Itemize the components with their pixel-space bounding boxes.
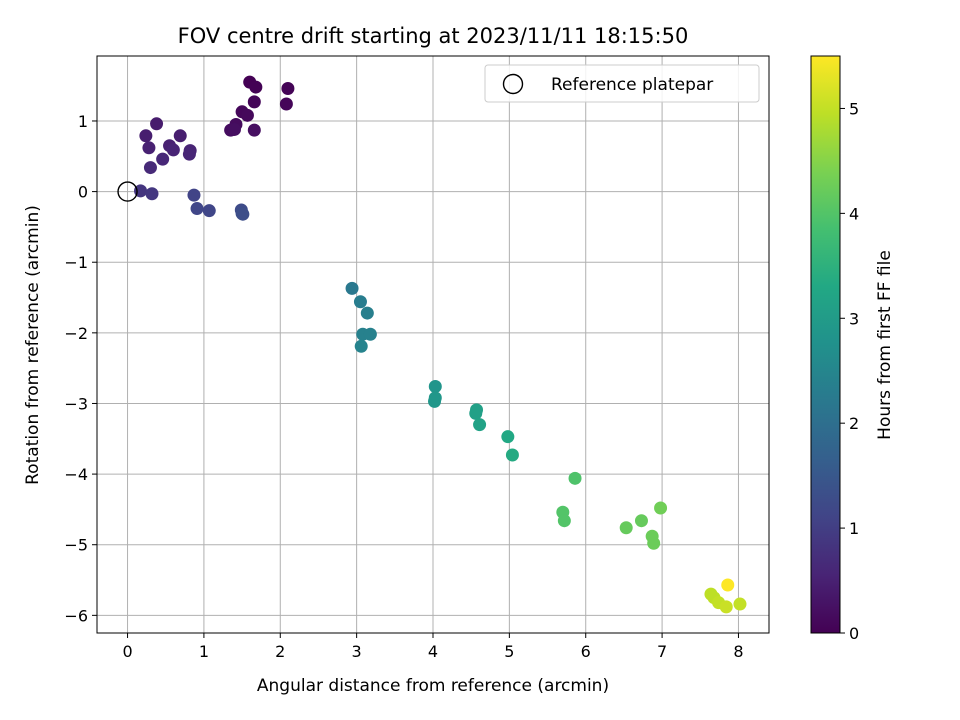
- scatter-point: [281, 81, 295, 95]
- colorbar-tick-label: 5: [849, 99, 859, 118]
- scatter-point: [363, 327, 377, 341]
- reference-marker: [117, 181, 138, 202]
- y-axis-ticks: 1 0 −1 −2 −3 −4 −5 −6: [64, 112, 97, 625]
- scatter-point: [142, 141, 156, 155]
- x-tick-label: 0: [122, 642, 132, 661]
- x-tick-label: 4: [428, 642, 438, 661]
- scatter-point: [247, 123, 261, 137]
- scatter-point: [647, 536, 661, 550]
- scatter-point: [353, 295, 367, 309]
- colorbar-label: Hours from first FF file: [875, 250, 895, 440]
- scatter-point: [721, 578, 735, 592]
- colorbar-tick-label: 1: [849, 519, 859, 538]
- scatter-point: [182, 147, 196, 161]
- scatter-point: [247, 95, 261, 109]
- reference-marker-group: [117, 181, 138, 202]
- scatter-point: [156, 152, 170, 166]
- scatter-point: [249, 80, 263, 94]
- colorbar-tick-label: 4: [849, 204, 859, 223]
- y-tick-label: −6: [64, 606, 88, 625]
- x-tick-label: 7: [657, 642, 667, 661]
- y-tick-label: 1: [78, 112, 88, 131]
- colorbar: 0 1 2 3 4 5 Hours from first FF file: [810, 55, 895, 643]
- scatter-point: [654, 501, 668, 515]
- scatter-point: [473, 418, 487, 432]
- colorbar-gradient: [811, 56, 840, 633]
- x-tick-label: 5: [504, 642, 514, 661]
- scatter-point: [557, 514, 571, 528]
- y-axis-label: Rotation from reference (arcmin): [23, 205, 43, 485]
- scatter-point: [227, 122, 241, 136]
- colorbar-ticks: 0 1 2 3 4 5: [840, 99, 859, 643]
- scatter-point: [236, 207, 250, 221]
- scatter-point: [619, 521, 633, 535]
- y-tick-label: −2: [64, 324, 88, 343]
- legend-label: Reference platepar: [551, 75, 713, 95]
- y-tick-label: −4: [64, 465, 88, 484]
- y-tick-label: −3: [64, 394, 88, 413]
- colorbar-frame: [810, 55, 841, 634]
- y-tick-label: 0: [78, 183, 88, 202]
- legend-box: [484, 64, 760, 103]
- x-tick-label: 2: [275, 642, 285, 661]
- scatter-point: [428, 380, 442, 394]
- x-tick-label: 1: [199, 642, 209, 661]
- scatter-point: [568, 471, 582, 485]
- scatter-point: [173, 129, 187, 143]
- scatter-point: [145, 187, 159, 201]
- x-axis-ticks: 0 1 2 3 4 5 6 7 8: [122, 633, 744, 661]
- scatter-point: [345, 281, 359, 295]
- x-tick-label: 3: [352, 642, 362, 661]
- scatter-point: [505, 448, 519, 462]
- scatter-point: [202, 204, 216, 218]
- scatter-point: [360, 306, 374, 320]
- x-tick-label: 6: [581, 642, 591, 661]
- scatter-point: [187, 188, 201, 202]
- y-tick-label: −1: [64, 253, 88, 272]
- scatter-point: [150, 117, 164, 131]
- scatter-point: [354, 339, 368, 353]
- y-tick-label: −5: [64, 536, 88, 555]
- colorbar-tick-label: 0: [849, 624, 859, 643]
- legend: Reference platepar: [484, 64, 760, 103]
- scatter-point: [166, 143, 180, 157]
- scatter-point: [501, 430, 515, 444]
- colorbar-tick-label: 2: [849, 414, 859, 433]
- scatter-point: [279, 97, 293, 111]
- scatter-point: [143, 161, 157, 175]
- colorbar-tick-label: 3: [849, 309, 859, 328]
- x-tick-label: 8: [733, 642, 743, 661]
- scatter-point: [190, 202, 204, 216]
- scatter-point: [428, 394, 442, 408]
- scatter-point: [733, 597, 747, 611]
- scatter-points: [134, 75, 747, 614]
- scatter-point: [719, 600, 733, 614]
- scatter-point: [634, 514, 648, 528]
- chart-title: FOV centre drift starting at 2023/11/11 …: [178, 24, 689, 48]
- x-axis-label: Angular distance from reference (arcmin): [257, 676, 609, 696]
- legend-marker-open-circle: [502, 73, 524, 95]
- scatter-point: [240, 108, 254, 122]
- scatter-point: [469, 406, 483, 420]
- scatter-point: [139, 129, 153, 143]
